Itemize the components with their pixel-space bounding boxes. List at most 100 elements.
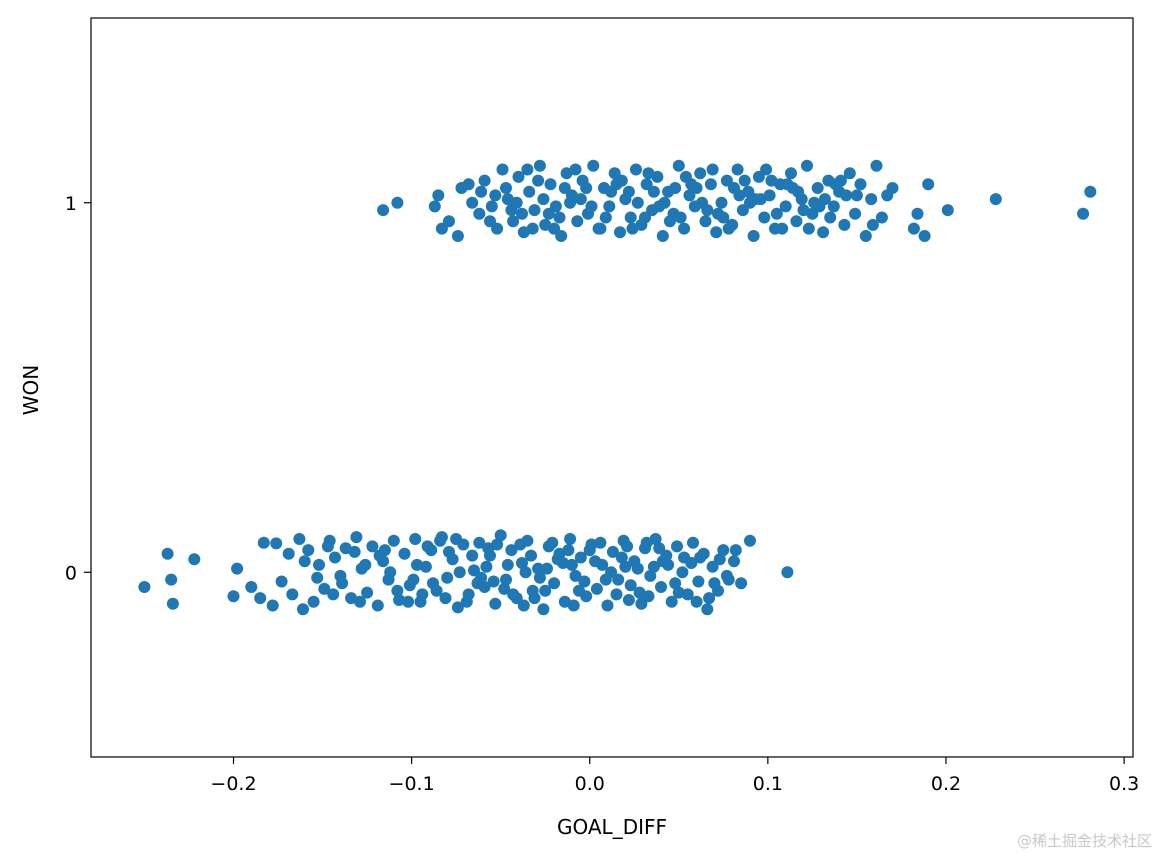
data-point (656, 230, 669, 242)
data-point (501, 558, 514, 571)
data-point (838, 218, 851, 231)
data-point (640, 536, 653, 549)
data-point (850, 189, 863, 202)
data-point (701, 204, 714, 217)
data-point (282, 547, 295, 560)
data-point (1084, 185, 1097, 198)
data-point (706, 163, 719, 176)
data-point (601, 599, 614, 612)
data-point (402, 595, 415, 608)
data-point (387, 534, 400, 547)
data-point (505, 544, 518, 557)
data-point (450, 533, 463, 545)
watermark-text: @稀土掘金技术社区 (1017, 832, 1152, 850)
data-point (738, 174, 751, 187)
data-point (466, 196, 479, 209)
data-point (537, 603, 550, 616)
data-point (824, 211, 837, 224)
data-point (378, 544, 391, 557)
data-point (574, 193, 587, 206)
data-point (758, 211, 771, 224)
data-point (907, 222, 920, 235)
data-point (478, 174, 491, 187)
data-point (703, 592, 716, 605)
data-point (706, 560, 719, 573)
data-point (731, 163, 744, 176)
data-point (254, 592, 267, 605)
data-point (498, 582, 511, 595)
y-tick-label: 0 (65, 562, 77, 584)
data-point (541, 562, 553, 575)
data-point (854, 178, 867, 191)
data-point (480, 560, 493, 573)
data-point (669, 577, 682, 590)
data-point (371, 599, 384, 612)
data-point (391, 584, 404, 597)
data-point (298, 555, 311, 568)
data-point (475, 185, 488, 198)
data-point (630, 163, 642, 176)
data-point (460, 595, 473, 608)
y-axis-label: WON (19, 365, 43, 415)
data-point (622, 594, 635, 606)
data-point (562, 544, 575, 557)
data-point (227, 590, 240, 603)
data-point (720, 174, 733, 187)
data-point (270, 537, 283, 550)
plot-area (91, 18, 1133, 757)
data-point (765, 174, 778, 187)
data-point (553, 211, 566, 224)
data-point (827, 200, 840, 213)
data-point (451, 601, 464, 614)
data-point (428, 200, 441, 213)
data-point (393, 594, 406, 606)
y-tick-label: 1 (65, 193, 77, 215)
data-point (747, 230, 760, 242)
data-point (516, 207, 528, 220)
data-point (989, 193, 1002, 206)
data-point (539, 584, 552, 597)
data-point (674, 211, 687, 224)
data-point (473, 536, 486, 549)
data-point (443, 545, 455, 558)
data-point (817, 226, 830, 239)
x-tick-label: 0.1 (753, 773, 783, 795)
data-point (870, 159, 883, 172)
data-point (434, 534, 447, 547)
data-point (473, 207, 486, 220)
data-point (435, 222, 448, 235)
data-point (608, 167, 621, 180)
data-point (655, 581, 667, 593)
data-point (590, 582, 603, 595)
data-point (350, 531, 363, 544)
data-point (790, 215, 803, 228)
data-point (776, 222, 789, 235)
data-point (468, 564, 480, 577)
data-point (491, 538, 504, 551)
data-point (642, 167, 655, 180)
y-axis-ticks: 01 (65, 193, 91, 584)
data-point (523, 185, 536, 198)
data-point (865, 193, 878, 206)
data-point (715, 196, 728, 209)
data-point (548, 577, 561, 590)
data-point (811, 182, 824, 194)
data-point (366, 540, 379, 553)
data-point (843, 167, 856, 180)
data-point (427, 577, 439, 590)
data-point (801, 159, 813, 172)
axes-frame (90, 17, 1134, 758)
data-point (496, 163, 509, 176)
data-point (610, 588, 623, 601)
data-point (525, 549, 537, 562)
data-point (558, 182, 571, 194)
data-point (297, 603, 309, 616)
data-point (708, 577, 721, 590)
data-point (797, 204, 810, 217)
data-point (735, 577, 748, 590)
data-point (647, 560, 660, 573)
data-point (713, 553, 726, 566)
data-point (421, 540, 434, 553)
x-tick-label: −0.1 (389, 773, 435, 795)
data-point (485, 200, 498, 213)
